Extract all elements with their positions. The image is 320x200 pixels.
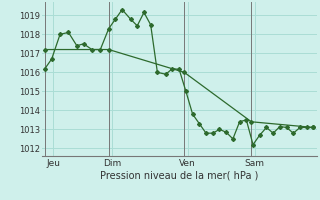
X-axis label: Pression niveau de la mer( hPa ): Pression niveau de la mer( hPa )	[100, 171, 258, 181]
